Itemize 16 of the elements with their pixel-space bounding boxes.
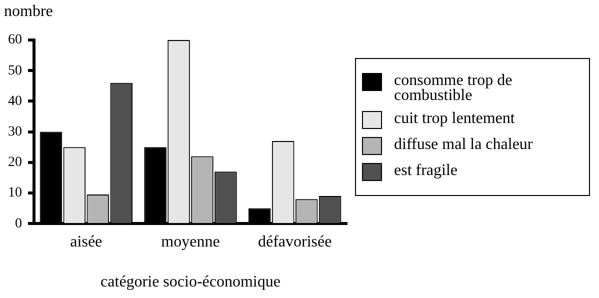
legend-label: est fragile [394,162,458,179]
y-tick-label: 30 [8,124,22,140]
y-tick-label: 50 [8,63,22,78]
y-tick-label: 10 [8,186,22,201]
y-tick-label: 0 [15,216,22,232]
legend-label: consomme trop de combustible [394,72,514,104]
y-axis-title: nombre [4,3,53,20]
y-tick-label: 20 [8,155,22,170]
x-tick-label: aisée [70,233,102,250]
legend-label: cuit trop lentement [394,110,515,127]
y-tick-label: 40 [8,94,22,109]
x-axis-title: catégorie socio-économique [100,274,280,291]
y-tick-label: 60 [8,32,22,48]
legend-label: diffuse mal la chaleur [394,136,533,153]
x-tick-label: défavorisée [258,233,332,250]
x-tick-label: moyenne [161,233,220,250]
